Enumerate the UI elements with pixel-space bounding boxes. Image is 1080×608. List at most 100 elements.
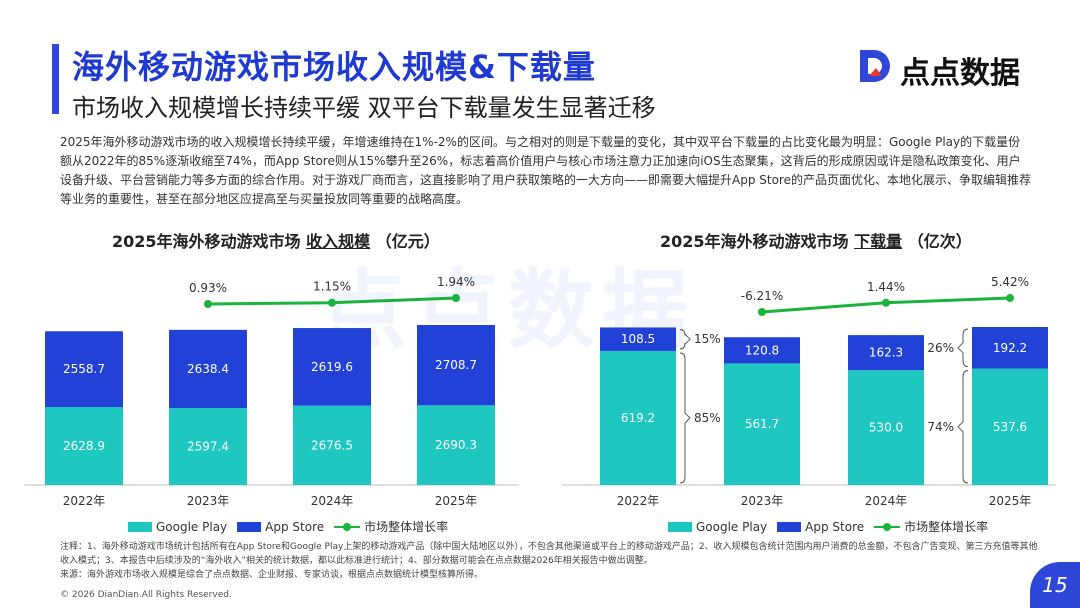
bar-app-store	[293, 328, 371, 406]
page-title: 海外移动游戏市场收入规模&下载量	[72, 48, 596, 86]
bar-label-google-play: 619.2	[621, 411, 655, 425]
x-tick-label: 2025年	[989, 494, 1032, 508]
downloads-chart-title-prefix: 2025年海外移动游戏市场	[660, 232, 855, 251]
x-tick-label: 2023年	[741, 494, 784, 508]
bar-label-google-play: 537.6	[993, 420, 1027, 434]
growth-label: 5.42%	[991, 275, 1029, 289]
bar-app-store	[45, 331, 123, 408]
bar-label-google-play: 2676.5	[311, 438, 353, 452]
share-label-google-play: 85%	[694, 411, 721, 425]
share-label-google-play: 74%	[927, 420, 954, 434]
bar-label-app-store: 108.5	[621, 332, 655, 346]
growth-point	[204, 300, 212, 308]
legend-app-store-swatch	[777, 521, 802, 532]
intro-paragraph: 2025年海外移动游戏市场的收入规模增长持续平缓，年增速维持在1%-2%的区间。…	[60, 135, 1031, 206]
bar-app-store	[848, 335, 924, 371]
legend-google-play-swatch	[128, 521, 152, 532]
page-subtitle: 市场收入规模增长持续平缓 双平台下载量发生显著迁移	[72, 94, 656, 122]
growth-label: -6.21%	[741, 289, 783, 303]
x-tick-label: 2022年	[63, 494, 106, 508]
downloads-chart-title-emph: 下载量	[854, 232, 903, 251]
legend-app-store-label: App Store	[265, 519, 325, 534]
title-accent-bar	[52, 44, 59, 114]
legend-growth-line	[874, 522, 901, 531]
downloads-chart-title-suffix: （亿次）	[902, 232, 972, 251]
legend-growth-label: 市场整体增长率	[904, 520, 989, 534]
legend-app-store-label: App Store	[805, 519, 865, 534]
revenue-chart-legend: Google Play App Store 市场整体增长率	[128, 518, 458, 535]
bar-label-google-play: 2690.3	[435, 438, 477, 452]
bar-app-store	[972, 327, 1048, 369]
bar-label-app-store: 192.2	[993, 341, 1027, 355]
x-tick-label: 2022年	[617, 494, 660, 508]
share-brace	[957, 370, 969, 484]
growth-point	[1006, 294, 1014, 302]
share-label-app-store: 26%	[927, 341, 954, 355]
downloads-chart-legend: Google Play App Store 市场整体增长率	[668, 518, 998, 535]
growth-label: 1.15%	[313, 280, 351, 294]
bar-google-play	[972, 368, 1048, 485]
growth-point	[452, 294, 460, 302]
revenue-chart-title-emph: 收入规模	[306, 232, 371, 251]
legend-google-play-label: Google Play	[156, 519, 228, 534]
bar-label-google-play: 2628.9	[63, 439, 105, 453]
footnotes: 注释：1、海外移动游戏市场统计包括所有在App Store和Google Pla…	[60, 540, 1040, 582]
growth-label: 0.93%	[189, 281, 227, 295]
bar-label-google-play: 561.7	[745, 417, 779, 431]
legend-app-store-swatch	[237, 521, 262, 532]
bar-label-app-store: 2558.7	[63, 362, 105, 376]
growth-point	[882, 298, 890, 307]
footnote-source: 来源：海外游戏市场收入规模是综合了点点数据、企业财报、专家访谈，根据点点数据统计…	[60, 570, 484, 580]
bar-label-app-store: 120.8	[745, 343, 779, 357]
downloads-chart-title: 2025年海外移动游戏市场 下载量 （亿次）	[660, 228, 972, 252]
bar-label-app-store: 2638.4	[187, 362, 229, 376]
bar-label-app-store: 2619.6	[311, 360, 353, 374]
legend-app-store: App Store	[237, 520, 324, 534]
downloads-chart: 619.2 108.5 2022年 561.7 120.8 2023年 530.0 162.3…	[562, 275, 1056, 508]
diandian-logo-icon	[860, 50, 890, 82]
share-brace	[679, 352, 691, 484]
share-brace	[679, 328, 691, 350]
legend-growth-line	[334, 522, 361, 531]
x-tick-label: 2023年	[187, 494, 230, 508]
bar-label-app-store: 162.3	[869, 346, 903, 360]
legend-google-play: Google Play	[668, 520, 767, 534]
bar-label-google-play: 2597.4	[187, 440, 229, 454]
growth-label: 1.94%	[437, 275, 475, 289]
bar-app-store	[169, 329, 247, 409]
x-tick-label: 2025年	[435, 494, 478, 508]
growth-label: 1.44%	[867, 280, 905, 294]
bar-google-play	[169, 408, 247, 485]
bar-app-store	[417, 325, 495, 406]
legend-growth: 市场整体增长率	[334, 518, 448, 535]
copyright: © 2026 DianDian.All Rights Reserved.	[60, 590, 232, 600]
legend-app-store: App Store	[777, 520, 864, 534]
legend-google-play-swatch	[668, 521, 692, 532]
growth-point	[758, 308, 766, 316]
legend-google-play-label: Google Play	[696, 519, 768, 534]
page-number: 15	[1030, 562, 1080, 608]
revenue-chart-title: 2025年海外移动游戏市场 收入规模 （亿元）	[112, 228, 440, 252]
bar-google-play	[600, 350, 676, 485]
bar-google-play	[45, 407, 123, 485]
legend-growth: 市场整体增长率	[874, 518, 988, 535]
share-label-app-store: 15%	[694, 332, 721, 346]
legend-growth-label: 市场整体增长率	[364, 520, 449, 534]
bar-google-play	[848, 370, 924, 485]
brand-logo: 点点数据	[856, 46, 1046, 91]
growth-point	[328, 298, 336, 307]
bar-label-google-play: 530.0	[869, 421, 903, 435]
bar-label-app-store: 2708.7	[435, 358, 477, 372]
brand-logo-text: 点点数据	[900, 56, 1020, 91]
bar-google-play	[293, 405, 371, 485]
revenue-chart: 2628.9 2558.7 2022年 2597.4 2638.4 2023年 2676.5…	[24, 275, 519, 508]
bar-app-store	[600, 327, 676, 351]
x-tick-label: 2024年	[865, 494, 908, 508]
footnote-annotations: 注释：1、海外移动游戏市场统计包括所有在App Store和Google Pla…	[60, 542, 1038, 566]
legend-google-play: Google Play	[128, 520, 227, 534]
revenue-chart-title-suffix: （亿元）	[370, 232, 440, 251]
x-tick-label: 2024年	[311, 494, 354, 508]
bar-app-store	[724, 337, 800, 364]
bar-google-play	[417, 405, 495, 485]
share-brace	[957, 328, 969, 368]
